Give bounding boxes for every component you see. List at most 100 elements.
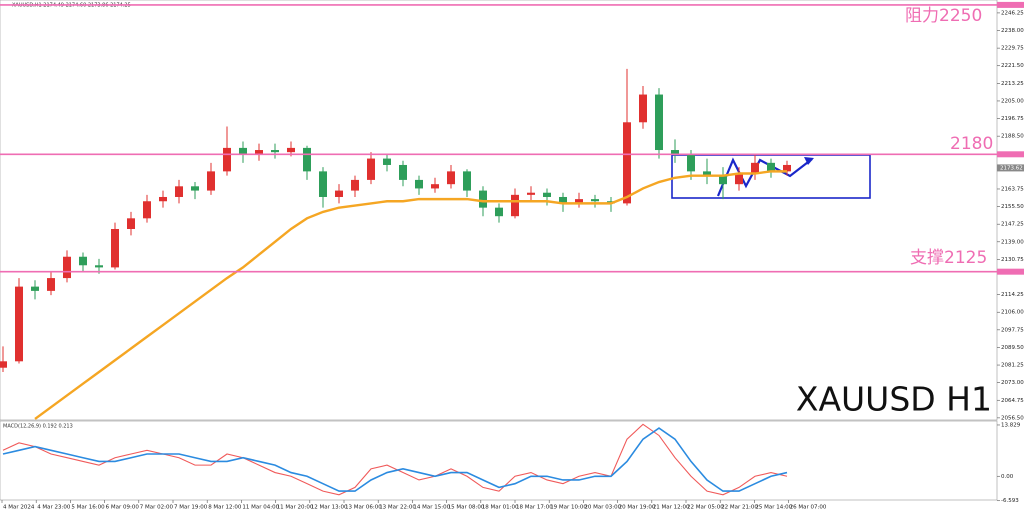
annotation: 阻力2250 <box>905 6 982 26</box>
macd-y-tick-label: 0.00 <box>1001 474 1014 480</box>
candle-body <box>95 265 103 268</box>
candle-body <box>175 186 183 197</box>
macd-y-tick-label: 13.829 <box>1001 422 1021 428</box>
candle-body <box>559 196 567 204</box>
candle-body <box>207 171 215 191</box>
x-tick-label: 4 Mar 23:00 <box>37 505 71 511</box>
candle-body <box>271 150 279 153</box>
candle-body <box>79 256 87 266</box>
price-tag <box>997 164 1024 172</box>
candle-body <box>511 194 519 217</box>
candle-body <box>671 150 679 155</box>
candle-body <box>223 147 231 172</box>
candle-body <box>639 94 647 123</box>
y-tick-label: 2163.75 <box>1001 186 1024 192</box>
candle-body <box>751 162 759 174</box>
y-tick-label: 2064.75 <box>1001 398 1024 404</box>
candle-body <box>47 278 55 291</box>
level-tag <box>997 151 1024 158</box>
macd-line <box>2 427 788 492</box>
y-tick-label: 2114.25 <box>1001 292 1024 298</box>
price-tag-label: 2173.62 <box>1000 165 1023 171</box>
candle-body <box>15 286 23 362</box>
candle-body <box>255 150 263 155</box>
x-tick-label: 7 Mar 19:00 <box>174 505 208 511</box>
candle-body <box>735 173 743 185</box>
candle-body <box>495 207 503 217</box>
candle-body <box>463 171 471 191</box>
y-tick-label: 2081.25 <box>1001 363 1024 369</box>
chart-title: XAUUSD H1 <box>796 380 992 419</box>
marks <box>0 68 791 420</box>
candle-body <box>623 122 631 204</box>
candle-body <box>239 147 247 155</box>
candle-body <box>383 158 391 165</box>
macd-header: MACD(12,26,9) 0.192 0.213 <box>3 424 73 430</box>
candle-body <box>143 201 151 219</box>
candle-body <box>159 196 167 202</box>
moving-average <box>34 170 787 420</box>
candle-body <box>319 171 327 197</box>
x-tick-label: 6 Mar 09:00 <box>106 505 140 511</box>
y-tick-label: 2205.00 <box>1001 98 1024 104</box>
macd-line <box>2 423 788 496</box>
x-tick-label: 14 Mar 15:00 <box>413 505 450 511</box>
x-tick-label: 25 Mar 14:00 <box>755 505 792 511</box>
annotation: 2180 <box>950 134 993 154</box>
y-tick-label: 2221.50 <box>1001 63 1024 69</box>
candle-body <box>479 190 487 208</box>
candle-body <box>527 192 535 195</box>
x-tick-label: 7 Mar 02:00 <box>140 505 174 511</box>
level-tag <box>997 268 1024 275</box>
y-tick-label: 2196.75 <box>1001 116 1024 122</box>
x-tick-label: 20 Mar 19:00 <box>619 505 656 511</box>
y-tick-label: 2056.50 <box>1001 415 1024 421</box>
y-tick-label: 2213.25 <box>1001 81 1024 87</box>
macd-y-tick-label: -6.593 <box>1001 498 1019 504</box>
candle-body <box>303 147 311 172</box>
y-tick-label: 2229.75 <box>1001 46 1024 52</box>
x-tick-label: 18 Mar 01:00 <box>482 505 519 511</box>
x-tick-label: 22 Mar 21:00 <box>721 505 758 511</box>
x-tick-label: 19 Mar 10:00 <box>550 505 587 511</box>
candle-body <box>431 184 439 189</box>
y-tick-label: 2155.50 <box>1001 204 1024 210</box>
candle-body <box>655 94 663 151</box>
annotation: 支撑2125 <box>910 248 987 268</box>
candle-body <box>767 162 775 172</box>
candle-body <box>687 154 695 172</box>
x-tick-label: 22 Mar 05:00 <box>687 505 724 511</box>
candle-body <box>335 190 343 197</box>
y-tick-label: 2188.50 <box>1001 134 1024 140</box>
candle-body <box>0 361 7 368</box>
y-tick-label: 2089.50 <box>1001 345 1024 351</box>
macd-panel <box>0 420 998 501</box>
x-tick-label: 4 Mar 2024 <box>3 505 35 511</box>
x-tick-label: 26 Mar 07:00 <box>790 505 827 511</box>
candle-body <box>591 199 599 202</box>
x-tick-label: 12 Mar 13:00 <box>311 505 348 511</box>
y-tick-label: 2106.00 <box>1001 310 1024 316</box>
x-tick-label: 11 Mar 04:00 <box>242 505 279 511</box>
candle-body <box>719 175 727 185</box>
candle-body <box>367 158 375 180</box>
candle-body <box>399 164 407 180</box>
candle-body <box>127 218 135 229</box>
x-tick-label: 5 Mar 16:00 <box>71 505 105 511</box>
candle-body <box>703 171 711 176</box>
y-tick-label: 2130.75 <box>1001 257 1024 263</box>
candle-body <box>191 186 199 191</box>
y-tick-label: 2073.00 <box>1001 380 1024 386</box>
y-tick-label: 2139.00 <box>1001 239 1024 245</box>
candle-body <box>111 228 119 268</box>
candle-body <box>575 199 583 204</box>
y-tick-label: 2246.25 <box>1001 10 1024 16</box>
x-tick-label: 20 Mar 03:00 <box>584 505 621 511</box>
candle-body <box>415 179 423 189</box>
x-tick-label: 21 Mar 12:00 <box>653 505 690 511</box>
x-tick-label: 11 Mar 20:00 <box>277 505 314 511</box>
x-tick-label: 18 Mar 17:00 <box>516 505 553 511</box>
candle-body <box>63 256 71 279</box>
y-tick-label: 2097.75 <box>1001 327 1024 333</box>
